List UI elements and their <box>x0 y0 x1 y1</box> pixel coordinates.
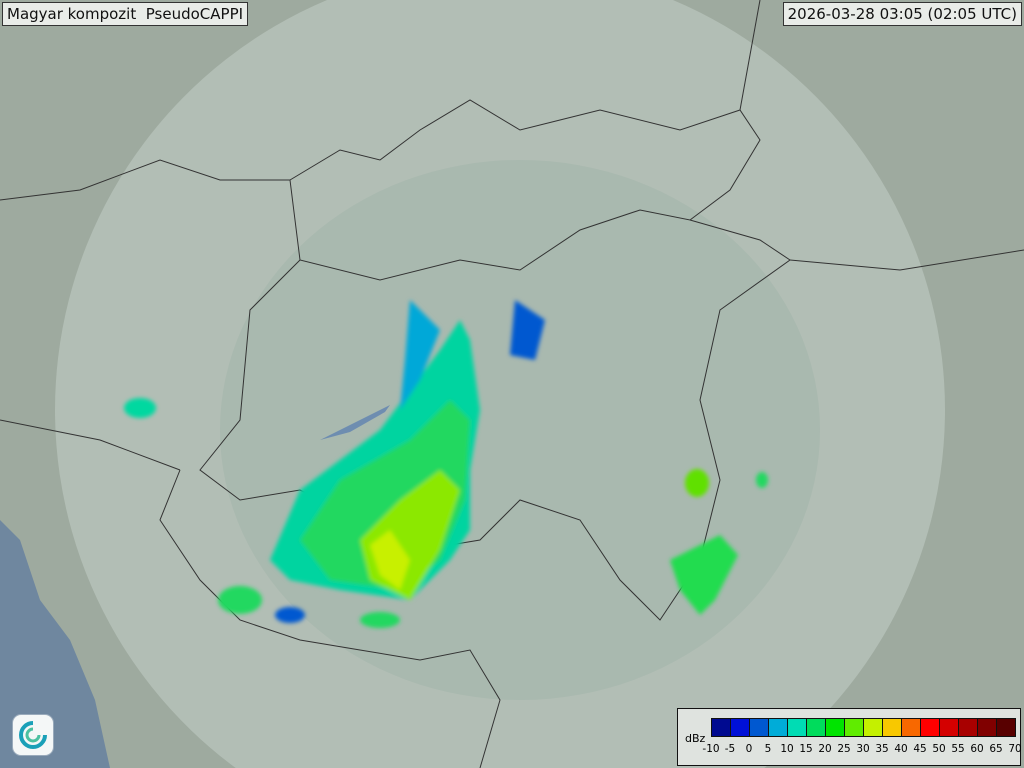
legend-tick-label: 30 <box>856 743 870 755</box>
legend-tick-label: 20 <box>818 743 832 755</box>
legend-tick-label: 10 <box>780 743 794 755</box>
legend-color-bin <box>731 719 750 736</box>
legend-color-bin <box>864 719 883 736</box>
legend-color-bin <box>712 719 731 736</box>
legend-color-bin <box>978 719 997 736</box>
legend-color-bin <box>902 719 921 736</box>
legend-tick-label: 15 <box>799 743 813 755</box>
legend-tick-label: 0 <box>745 743 753 755</box>
legend-color-bin <box>788 719 807 736</box>
legend-color-bar <box>711 718 1016 737</box>
product-title: Magyar kompozit PseudoCAPPI <box>2 2 249 26</box>
legend-tick-label: 70 <box>1008 743 1022 755</box>
legend-tick-label: 60 <box>970 743 984 755</box>
legend-tick-label: 50 <box>932 743 946 755</box>
met-service-swirl-logo-icon <box>19 721 47 749</box>
legend-tick-label: 5 <box>764 743 772 755</box>
legend-tick-label: 35 <box>875 743 889 755</box>
radar-coverage-inner <box>220 160 820 700</box>
legend-ticks: -10 -5 0 5 10 15 20 25 30 35 40 45 50 55 60 65 70 <box>701 743 1021 759</box>
legend-tick-label: 45 <box>913 743 927 755</box>
dbz-color-legend: dBz -10 -5 0 5 10 15 20 25 30 35 40 45 50 55 60 65 70 <box>677 708 1022 766</box>
legend-color-bin <box>826 719 845 736</box>
legend-color-bin <box>921 719 940 736</box>
radar-echoes <box>124 300 768 628</box>
legend-tick-label: 40 <box>894 743 908 755</box>
sea-adriatic <box>0 520 110 768</box>
legend-color-bin <box>750 719 769 736</box>
logo <box>12 714 54 756</box>
lake-balaton <box>320 405 390 440</box>
legend-tick-label: -5 <box>724 743 736 755</box>
legend-color-bin <box>845 719 864 736</box>
legend-tick-label: 65 <box>989 743 1003 755</box>
legend-tick-label: -10 <box>702 743 720 755</box>
legend-tick-label: 55 <box>951 743 965 755</box>
legend-unit: dBz <box>685 732 706 745</box>
legend-color-bin <box>940 719 959 736</box>
legend-color-bin <box>997 719 1015 736</box>
legend-tick-label: 25 <box>837 743 851 755</box>
legend-color-bin <box>807 719 826 736</box>
legend-color-bin <box>883 719 902 736</box>
legend-color-bin <box>959 719 978 736</box>
timestamp: 2026-03-28 03:05 (02:05 UTC) <box>782 2 1022 26</box>
legend-color-bin <box>769 719 788 736</box>
